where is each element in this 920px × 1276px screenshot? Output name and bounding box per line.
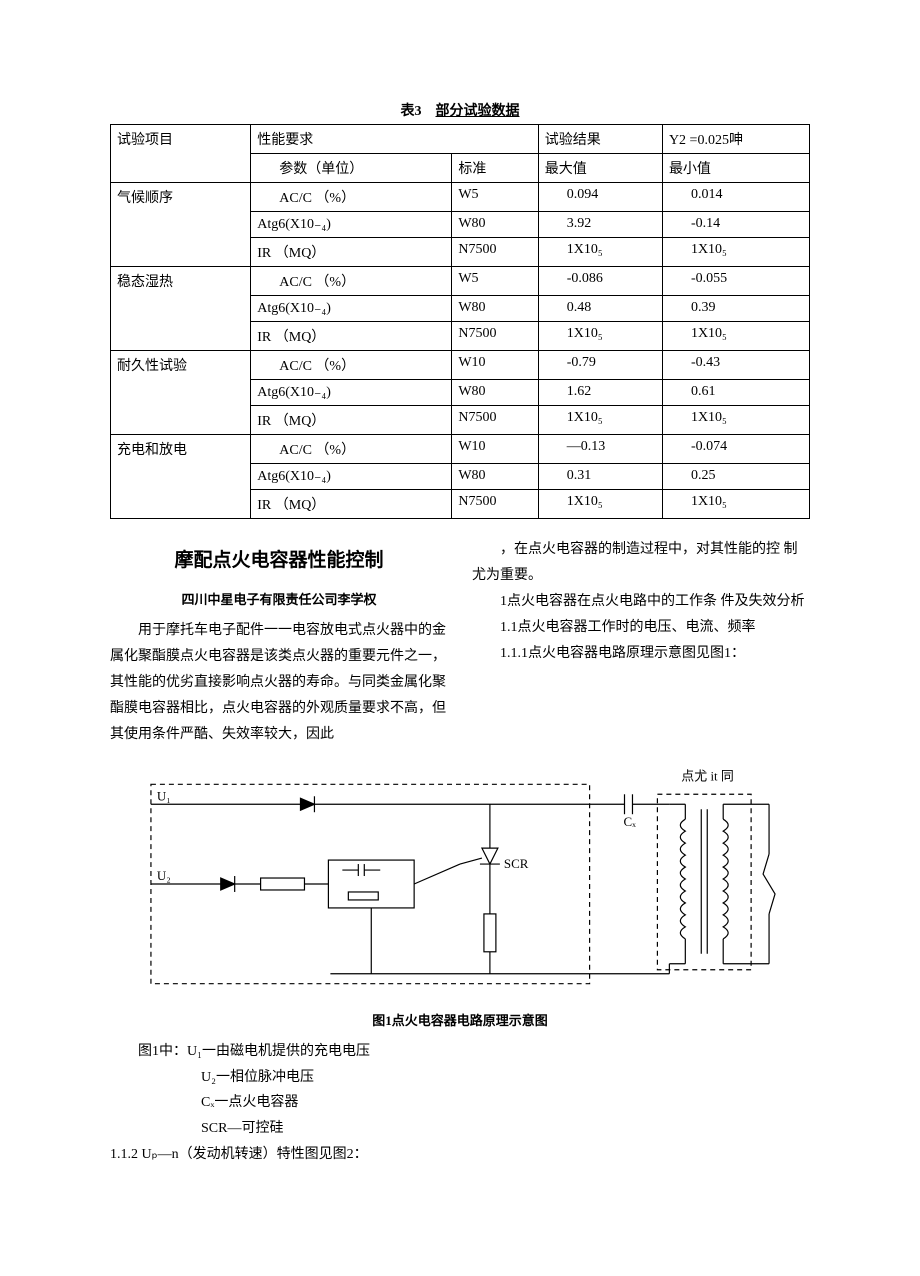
circuit-label-top: 点尤 it 同 [681, 768, 734, 783]
circuit-label-u2: U₂ [157, 868, 171, 883]
legend-scr: SCR—可控硅 [110, 1116, 810, 1142]
figure-1: U₁ U₂ SCR Cₓ 点尤 it 同 图1点火电容器电路原理示意图 [110, 764, 810, 1029]
figure-legend: 图1中：U₁一由磁电机提供的充电电压 U₂一相位脉冲电压 Cₓ一点火电容器 SC… [110, 1039, 810, 1168]
legend-u2: U₂一相位脉冲电压 [110, 1065, 810, 1091]
article-title: 摩配点火电容器性能控制 [110, 543, 448, 578]
circuit-diagram: U₁ U₂ SCR Cₓ 点尤 it 同 [131, 764, 789, 1004]
article-author: 四川中星电子有限责任公司李学权 [110, 588, 448, 612]
article-right-p1: ，在点火电容器的制造过程中，对其性能的控 制尤为重要。 [472, 537, 810, 589]
article-right-p3: 1.1点火电容器工作时的电压、电流、频率 [472, 615, 810, 641]
legend-112: 1.1.2 Uₚ—n（发动机转速）特性图见图2： [110, 1142, 810, 1168]
table-caption-label: 表3 [401, 104, 422, 119]
circuit-label-u1: U₁ [157, 788, 171, 803]
figure-1-caption: 图1点火电容器电路原理示意图 [110, 1010, 810, 1029]
legend-cx: Cₓ一点火电容器 [110, 1090, 810, 1116]
circuit-label-cx: Cₓ [624, 814, 637, 829]
legend-u1: 图1中：U₁一由磁电机提供的充电电压 [110, 1039, 810, 1065]
article-left-paragraph: 用于摩托车电子配件一一电容放电式点火器中的金属化聚酯膜点火电容器是该类点火器的重… [110, 618, 448, 747]
test-data-table: 试验项目性能要求试验结果Y2 =0.025呻参数（单位）标准最大值最小值气候顺序… [110, 124, 810, 519]
circuit-label-scr: SCR [504, 856, 529, 871]
article-right-p2: 1点火电容器在点火电路中的工作条 件及失效分析 [472, 589, 810, 615]
circuit-svg: U₁ U₂ SCR Cₓ 点尤 it 同 [131, 764, 789, 1004]
table-body: 试验项目性能要求试验结果Y2 =0.025呻参数（单位）标准最大值最小值气候顺序… [111, 125, 810, 519]
article-right-p4: 1.1.1点火电容器电路原理示意图见图1： [472, 641, 810, 667]
right-column: ，在点火电容器的制造过程中，对其性能的控 制尤为重要。 1点火电容器在点火电路中… [472, 537, 810, 748]
table-caption-title: 部分试验数据 [436, 104, 520, 119]
left-column: 摩配点火电容器性能控制 四川中星电子有限责任公司李学权 用于摩托车电子配件一一电… [110, 537, 448, 748]
table-caption: 表3 部分试验数据 [110, 100, 810, 120]
article-columns: 摩配点火电容器性能控制 四川中星电子有限责任公司李学权 用于摩托车电子配件一一电… [110, 537, 810, 748]
